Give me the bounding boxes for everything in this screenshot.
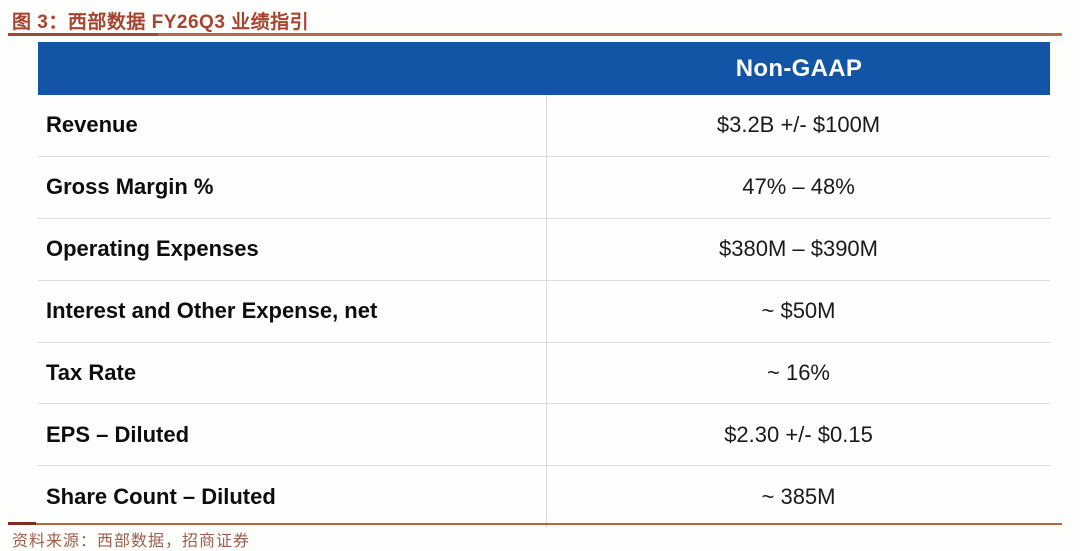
row-value: 47% – 48% — [742, 174, 855, 200]
source-divider-rule — [8, 522, 1062, 525]
row-value: $380M – $390M — [719, 236, 878, 262]
table-row: Tax Rate ~ 16% — [38, 341, 1050, 404]
table-row: EPS – Diluted $2.30 +/- $0.15 — [38, 403, 1050, 466]
row-label: EPS – Diluted — [38, 404, 547, 466]
row-value: $2.30 +/- $0.15 — [724, 421, 873, 447]
row-label: Gross Margin % — [38, 156, 547, 218]
row-label: Tax Rate — [38, 342, 547, 404]
header-empty-cell — [38, 42, 548, 95]
row-value: ~ 16% — [767, 360, 830, 385]
table-header-row: Non-GAAP — [38, 42, 1050, 95]
row-value: $3.2B +/- $100M — [716, 112, 881, 138]
table-row: Interest and Other Expense, net ~ $50M — [38, 279, 1050, 342]
source-note: 资料来源：西部数据，招商证券 — [12, 531, 251, 550]
row-label: Revenue — [38, 95, 547, 156]
figure-title: 图 3：西部数据 FY26Q3 业绩指引 — [12, 12, 310, 33]
header-non-gaap-label: Non-GAAP — [735, 54, 863, 82]
row-label: Share Count – Diluted — [38, 466, 547, 528]
row-label: Interest and Other Expense, net — [38, 280, 547, 342]
row-label: Operating Expenses — [38, 218, 547, 280]
guidance-table: Non-GAAP Revenue $3.2B +/- $100M Gross M… — [38, 42, 1050, 528]
title-underline — [8, 33, 1062, 36]
row-value: ~ 385M — [761, 483, 836, 509]
table-row: Gross Margin % 47% – 48% — [38, 155, 1050, 218]
table-row: Revenue $3.2B +/- $100M — [38, 95, 1050, 156]
table-row: Share Count – Diluted ~ 385M — [38, 465, 1050, 528]
row-value: ~ $50M — [761, 298, 836, 324]
table-row: Operating Expenses $380M – $390M — [38, 217, 1050, 280]
